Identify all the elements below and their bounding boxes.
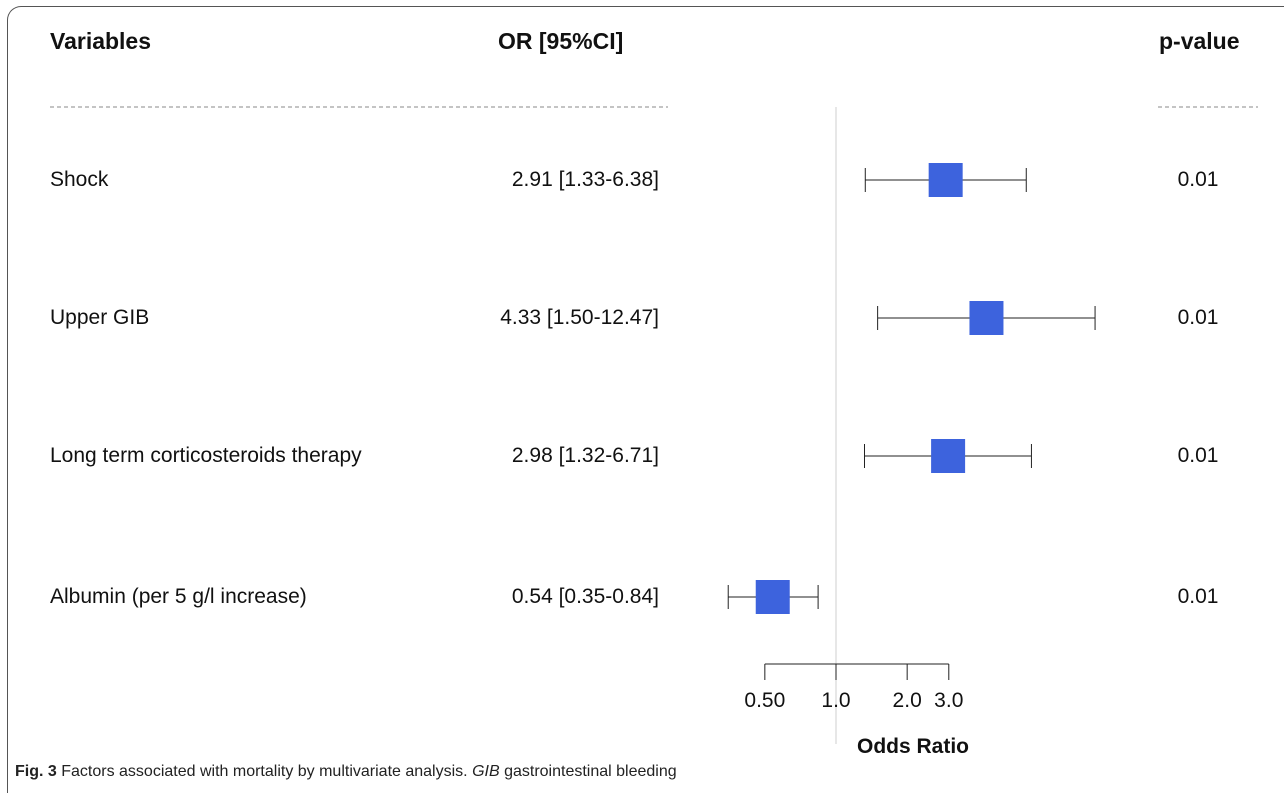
figure-caption: Fig. 3 Factors associated with mortality…	[15, 763, 677, 781]
row-or-ci-label: 4.33 [1.50-12.47]	[500, 306, 659, 329]
row-p-value-label: 0.01	[1177, 444, 1219, 467]
or-point-marker	[928, 163, 963, 197]
row-or-ci-label: 2.91 [1.33-6.38]	[511, 168, 659, 191]
row-p-value-label: 0.01	[1177, 585, 1219, 608]
or-point-marker	[969, 301, 1004, 335]
row-or-ci-label: 2.98 [1.32-6.71]	[511, 444, 659, 467]
x-axis-label: Odds Ratio	[856, 735, 970, 758]
header-p-value: p-value	[1159, 28, 1240, 54]
row-or-ci-label: 0.54 [0.35-0.84]	[511, 585, 659, 608]
row-p-value-label: 0.01	[1177, 168, 1219, 191]
figure-frame	[7, 6, 1284, 793]
x-tick-label: 2.0	[892, 689, 922, 712]
caption-label: Fig. 3	[15, 763, 57, 780]
x-tick-label: 0.50	[744, 689, 786, 712]
x-tick-label: 1.0	[821, 689, 851, 712]
row-p-value-label: 0.01	[1177, 306, 1219, 329]
caption-text: Factors associated with mortality by mul…	[61, 763, 468, 780]
header-variables: Variables	[50, 28, 152, 54]
row-variable-label: Shock	[50, 168, 109, 191]
x-tick-label: 3.0	[934, 689, 964, 712]
header-or-ci: OR [95%CI]	[498, 28, 624, 54]
row-variable-label: Albumin (per 5 g/l increase)	[50, 585, 307, 608]
or-point-marker	[931, 439, 966, 473]
caption-text-after: gastrointestinal bleeding	[504, 763, 677, 780]
caption-abbr: GIB	[472, 763, 500, 780]
row-variable-label: Long term corticosteroids therapy	[50, 444, 362, 467]
or-point-marker	[755, 580, 790, 614]
row-variable-label: Upper GIB	[50, 306, 150, 329]
